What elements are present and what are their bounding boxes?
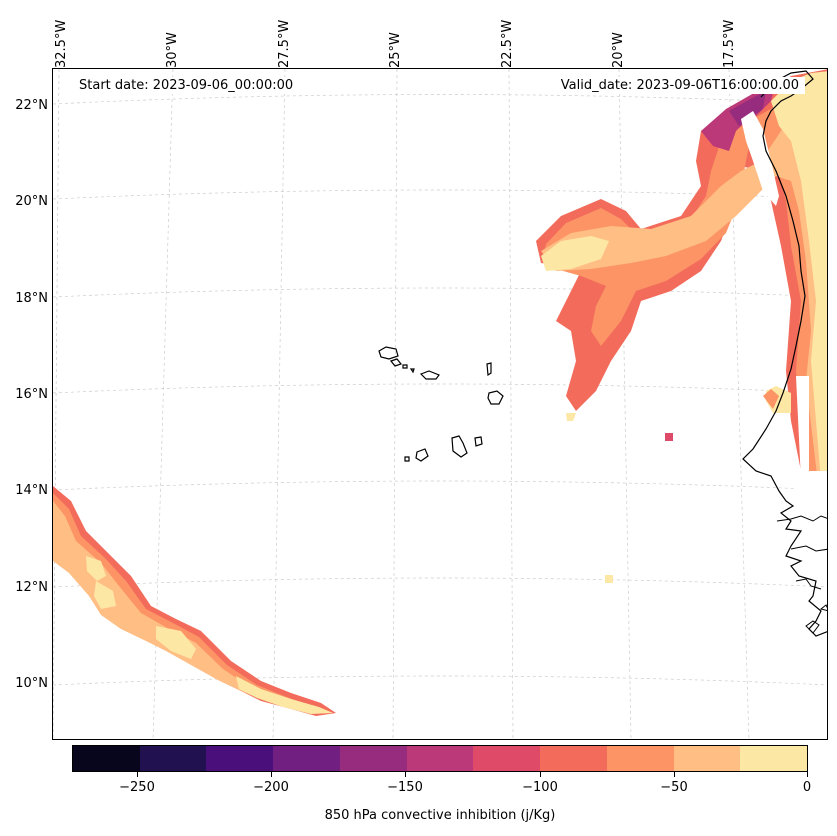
coastline-detail [776, 515, 827, 634]
map-canvas [53, 69, 827, 739]
colorbar-segment-3 [273, 746, 340, 771]
colorbar-tick [271, 772, 272, 777]
colorbar-segment-10 [740, 746, 808, 771]
lon-label-32-5w: 32.5°W [54, 19, 69, 68]
colorbar-segment-2 [206, 746, 274, 771]
colorbar-segment-1 [139, 746, 207, 771]
colorbar-tick-label: −200 [253, 780, 289, 795]
colorbar-segment-8 [606, 746, 674, 771]
coastline-africa [742, 70, 827, 637]
colorbar-tick [807, 772, 808, 777]
lon-label-20w: 20°W [611, 32, 626, 68]
cin-blob-east [665, 433, 673, 441]
valid-date-label: Valid_date: 2023-09-06T16:00:00.00 [554, 77, 805, 94]
map-panel[interactable]: Start date: 2023-09-06_00:00:00 Valid_da… [52, 68, 828, 740]
lat-label-12n: 12°N [15, 580, 48, 595]
lat-label-16n: 16°N [15, 387, 48, 402]
colorbar-tick [137, 772, 138, 777]
colorbar-segment-4 [339, 746, 407, 771]
colorbar-tick-label: 0 [802, 780, 812, 795]
colorbar-segment-5 [406, 746, 474, 771]
lat-label-18n: 18°N [15, 291, 48, 306]
colorbar-tick-label: −250 [119, 780, 155, 795]
start-date-label: Start date: 2023-09-06_00:00:00 [73, 77, 300, 94]
colorbar-segment-0 [73, 746, 140, 771]
islands-cape-verde [378, 346, 504, 462]
colorbar-tick [405, 772, 406, 777]
lon-label-25w: 25°W [388, 32, 403, 68]
lat-label-22n: 22°N [15, 98, 48, 113]
colorbar-segment-9 [673, 746, 741, 771]
lon-label-17-5w: 17.5°W [722, 19, 737, 68]
lat-label-14n: 14°N [15, 483, 48, 498]
cin-band-southwest [53, 486, 336, 716]
lat-label-10n: 10°N [15, 676, 48, 691]
colorbar-title: 850 hPa convective inhibition (j/Kg) [324, 808, 556, 823]
colorbar-segment-7 [540, 746, 607, 771]
lon-label-22-5w: 22.5°W [500, 19, 515, 68]
graticule [53, 69, 827, 739]
colorbar-tick-label: −150 [387, 780, 423, 795]
cin-blob-south [605, 575, 613, 583]
colorbar [72, 745, 808, 772]
lon-label-27-5w: 27.5°W [277, 19, 292, 68]
colorbar-tick-label: −100 [522, 780, 558, 795]
colorbar-tick [540, 772, 541, 777]
cin-plume-northeast [536, 69, 827, 519]
lat-label-20n: 20°N [15, 194, 48, 209]
colorbar-tick-label: −50 [660, 780, 688, 795]
lon-label-30w: 30°W [165, 32, 180, 68]
colorbar-segment-6 [473, 746, 541, 771]
colorbar-tick [674, 772, 675, 777]
